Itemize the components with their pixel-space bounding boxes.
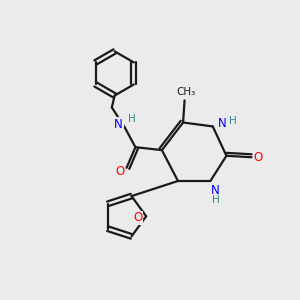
Text: H: H <box>212 195 220 205</box>
Text: O: O <box>133 211 142 224</box>
Text: O: O <box>116 165 125 178</box>
Text: O: O <box>253 151 262 164</box>
Text: H: H <box>230 116 237 126</box>
Text: H: H <box>128 114 135 124</box>
Text: CH₃: CH₃ <box>176 87 196 97</box>
Text: N: N <box>114 118 123 131</box>
Text: N: N <box>218 117 226 130</box>
Text: N: N <box>210 184 219 197</box>
